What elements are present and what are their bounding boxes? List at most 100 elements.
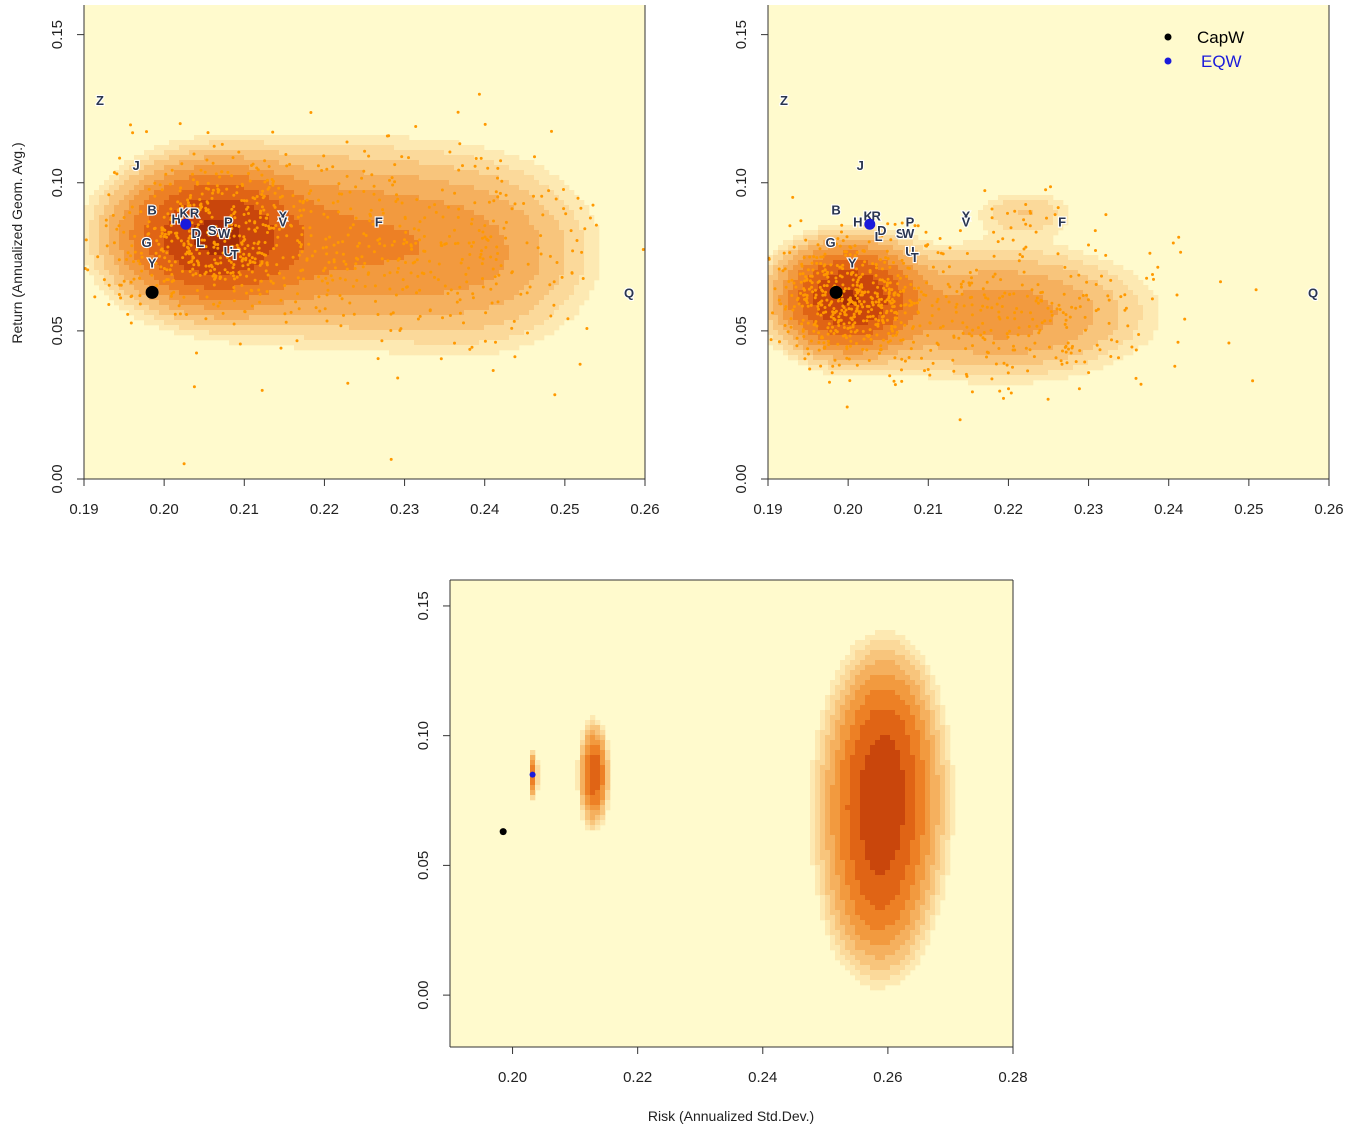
scatter-point <box>216 246 220 250</box>
density-cell <box>114 235 120 241</box>
density-cell <box>529 265 535 271</box>
density-cell <box>214 290 220 296</box>
density-cell <box>344 235 350 241</box>
density-cell <box>159 260 165 266</box>
density-cell <box>234 285 240 291</box>
density-cell <box>349 270 355 276</box>
density-cell <box>429 215 435 221</box>
density-cell <box>254 135 260 141</box>
density-cell <box>509 160 515 166</box>
density-cell <box>319 295 325 301</box>
density-cell <box>773 255 779 261</box>
scatter-point <box>483 235 487 239</box>
density-cell <box>259 300 265 306</box>
density-cell <box>539 190 545 196</box>
scatter-point <box>356 257 360 261</box>
scatter-point <box>526 262 530 266</box>
scatter-point <box>526 331 529 335</box>
density-cell <box>294 145 300 151</box>
scatter-point <box>483 339 487 343</box>
density-cell <box>454 275 460 281</box>
density-cell <box>184 320 190 326</box>
density-cell <box>549 290 555 296</box>
density-cell <box>164 315 170 321</box>
density-cell <box>459 220 465 226</box>
density-cell <box>329 175 335 181</box>
density-cell <box>803 245 809 251</box>
density-cell <box>249 305 255 311</box>
density-cell <box>259 270 265 276</box>
density-cell <box>294 205 300 211</box>
scatter-point <box>235 185 239 189</box>
density-cell <box>224 310 230 316</box>
scatter-point <box>173 312 177 316</box>
density-cell <box>778 250 784 256</box>
density-cell <box>409 220 415 226</box>
density-cell <box>364 300 370 306</box>
scatter-point <box>138 302 142 306</box>
density-cell <box>194 255 200 261</box>
density-cell <box>384 320 390 326</box>
density-cell <box>239 175 245 181</box>
density-cell <box>89 255 95 261</box>
density-cell <box>524 295 530 301</box>
density-cell <box>559 265 565 271</box>
density-cell <box>539 225 545 231</box>
density-cell <box>444 140 450 146</box>
density-cell <box>803 280 809 286</box>
scatter-point <box>383 273 386 277</box>
scatter-point <box>376 238 380 242</box>
density-cell <box>189 190 195 196</box>
density-cell <box>479 285 485 291</box>
density-cell <box>99 190 105 196</box>
scatter-point <box>576 196 580 200</box>
density-cell <box>429 220 435 226</box>
density-cell <box>514 265 520 271</box>
density-cell <box>414 165 420 171</box>
density-cell <box>224 315 230 321</box>
density-cell <box>159 305 165 311</box>
density-cell <box>329 260 335 266</box>
density-cell <box>264 335 270 341</box>
density-cell <box>534 195 540 201</box>
scatter-point <box>512 319 516 323</box>
density-cell <box>469 215 475 221</box>
density-cell <box>284 185 290 191</box>
density-cell <box>114 250 120 256</box>
density-cell <box>189 200 195 206</box>
density-cell <box>474 285 480 291</box>
scatter-point <box>209 269 213 273</box>
density-cell <box>199 155 205 161</box>
density-cell <box>444 325 450 331</box>
density-cell <box>509 225 515 231</box>
density-cell <box>464 225 470 231</box>
density-cell <box>354 160 360 166</box>
density-cell <box>459 335 465 341</box>
scatter-point <box>119 296 123 300</box>
density-cell <box>394 145 400 151</box>
density-cell <box>349 265 355 271</box>
density-cell <box>424 230 430 236</box>
density-cell <box>219 135 225 141</box>
density-cell <box>409 290 415 296</box>
density-cell <box>284 245 290 251</box>
density-cell <box>184 150 190 156</box>
density-cell <box>364 225 370 231</box>
density-cell <box>274 145 280 151</box>
density-cell <box>169 265 175 271</box>
density-cell <box>234 200 240 206</box>
density-cell <box>339 290 345 296</box>
density-cell <box>154 270 160 276</box>
density-cell <box>414 295 420 301</box>
density-cell <box>144 205 150 211</box>
scatter-point <box>199 220 203 224</box>
density-cell <box>224 210 230 216</box>
density-cell <box>139 290 145 296</box>
density-cell <box>434 280 440 286</box>
density-cell <box>424 335 430 341</box>
density-cell <box>404 185 410 191</box>
scatter-point <box>163 256 167 260</box>
scatter-point <box>487 200 491 204</box>
density-cell <box>409 265 415 271</box>
density-cell <box>489 270 495 276</box>
